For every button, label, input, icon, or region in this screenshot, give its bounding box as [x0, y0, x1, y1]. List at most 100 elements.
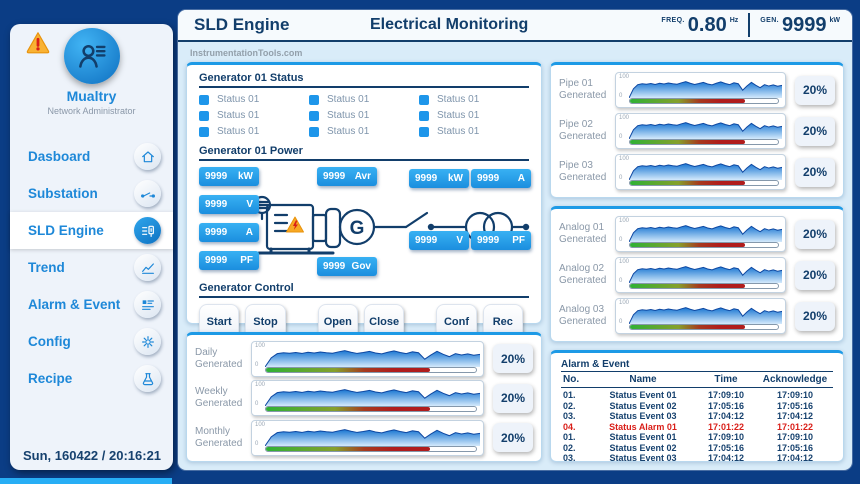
percent-badge: 20% — [795, 260, 835, 290]
trend-row: Monthly Generated 100 0 20% — [195, 419, 533, 456]
progress-bar — [265, 445, 477, 452]
alarm-name: Status Event 02 — [609, 400, 677, 411]
y-axis-max: 100 — [619, 74, 630, 80]
power-value-badge-pf: 9999 PF — [471, 231, 531, 250]
y-axis-min: 0 — [255, 361, 259, 368]
percent-badge: 20% — [795, 219, 835, 249]
progress-fill — [630, 140, 746, 144]
status-indicator: Status 01 — [309, 94, 419, 105]
badge-value: 9999 — [415, 235, 438, 246]
alarm-name: Status Event 02 — [609, 442, 677, 453]
power-value-badge-a: 9999 A — [471, 169, 531, 188]
alarm-name: Status Event 03 — [609, 453, 677, 463]
generated-trends-panel: Daily Generated 100 0 20% Weekly Generated 10… — [186, 332, 542, 462]
trend-chart: 100 0 — [251, 380, 484, 416]
status-checkbox-icon — [419, 94, 429, 105]
alarm-no: 02. — [563, 400, 576, 411]
percent-badge: 20% — [795, 157, 835, 187]
power-value-badge-kw: 9999 kW — [199, 167, 259, 186]
progress-fill — [630, 243, 746, 247]
trend-label: Analog 02 Generated — [559, 263, 607, 286]
warning-icon[interactable] — [23, 29, 53, 57]
alarm-column-header: Acknowledge — [762, 374, 828, 385]
alarm-time: 17:09:10 — [707, 432, 745, 442]
user-name: Mualtry — [66, 88, 117, 104]
sidebar-item-trend[interactable]: Trend — [10, 249, 173, 286]
sidebar-item-sld-engine[interactable]: SLD Engine — [10, 212, 173, 249]
alarm-column-header: Name — [629, 374, 657, 385]
sidebar-item-label: Substation — [28, 186, 98, 201]
badge-unit: kW — [238, 171, 253, 182]
trend-row: Pipe 03 Generated 100 0 20% — [559, 154, 835, 190]
sidebar-item-recipe[interactable]: Recipe — [10, 360, 173, 397]
status-label: Status 01 — [217, 126, 260, 137]
status-label: Status 01 — [437, 110, 480, 121]
y-axis-min: 0 — [255, 440, 259, 447]
y-axis-max: 100 — [619, 115, 630, 121]
status-indicator: Status 01 — [199, 126, 309, 137]
main-area: SLD Engine Electrical Monitoring FREQ. 0… — [178, 10, 852, 470]
generator-sld-diagram: G — [252, 195, 530, 255]
percent-badge: 20% — [795, 116, 835, 146]
percent-badge: 20% — [493, 344, 533, 373]
badge-value: 9999 — [477, 235, 500, 246]
analog-trends-panel: Analog 01 Generated 100 0 20% Analog 02 Gene… — [550, 206, 844, 342]
trend-chart: 100 0 — [615, 113, 786, 149]
sidebar-item-label: Trend — [28, 260, 65, 275]
badge-unit: Avr — [354, 171, 371, 182]
sidebar-item-label: Dasboard — [28, 149, 91, 164]
alarm-ack: 17:04:12 — [776, 411, 814, 421]
badge-unit: V — [246, 199, 253, 210]
alarm-list-icon — [134, 291, 161, 318]
watermark: InstrumentationTools.com — [190, 48, 303, 58]
badge-value: 9999 — [323, 261, 346, 272]
sidebar-item-label: SLD Engine — [28, 223, 104, 238]
status-checkbox-icon — [419, 126, 429, 137]
user-role: Network Administrator — [47, 106, 136, 116]
event-row: 02. Status Event 02 17:05:16 17:05:16 — [561, 401, 833, 412]
y-axis-min: 0 — [619, 175, 623, 181]
y-axis-max: 100 — [255, 421, 266, 428]
alarm-name: Status Alarm 01 — [609, 421, 677, 432]
sidebar-item-alarm-event[interactable]: Alarm & Event — [10, 286, 173, 323]
badge-unit: PF — [512, 235, 525, 246]
trend-row: Analog 02 Generated 100 0 20% — [559, 257, 835, 293]
sidebar-item-substation[interactable]: Substation — [10, 175, 173, 212]
trend-icon — [134, 254, 161, 281]
generator-status-grid: Status 01 Status 01 Status 01 Status 01 Stat… — [199, 94, 529, 137]
diagram-warning-icon — [286, 216, 304, 233]
sld-icon — [134, 217, 161, 244]
percent-badge: 20% — [493, 423, 533, 452]
alarm-column-header: No. — [563, 374, 580, 385]
progress-fill — [266, 407, 430, 411]
alarm-no: 03. — [563, 411, 576, 421]
progress-bar — [629, 283, 779, 289]
y-axis-min: 0 — [619, 237, 623, 243]
progress-fill — [630, 325, 746, 329]
power-value-badge-gov: 9999 Gov — [317, 257, 377, 276]
trend-chart: 100 0 — [615, 72, 786, 108]
pipe-trends-panel: Pipe 01 Generated 100 0 20% Pipe 02 Generate… — [550, 62, 844, 198]
avatar[interactable] — [63, 28, 120, 84]
progress-bar — [629, 98, 779, 104]
y-axis-min: 0 — [255, 401, 259, 407]
gen-label: GEN. — [760, 17, 779, 24]
alarm-table-header: No. Name Time Acknowledge — [561, 372, 833, 388]
status-label: Status 01 — [327, 110, 370, 121]
sidebar-item-dashboard[interactable]: Dasboard — [10, 138, 173, 175]
badge-value: 9999 — [323, 171, 346, 182]
alarm-ack: 17:04:12 — [776, 453, 814, 463]
progress-bar — [265, 366, 477, 373]
power-value-badge-a: 9999 A — [199, 223, 259, 242]
y-axis-max: 100 — [619, 259, 630, 265]
sidebar-item-config[interactable]: Config — [10, 323, 173, 360]
freq-meter: FREQ. 0.80 Hz — [661, 13, 738, 37]
gen-value: 9999 — [782, 14, 827, 36]
badge-unit: A — [517, 173, 525, 184]
status-checkbox-icon — [309, 126, 319, 137]
trend-chart: 100 0 — [615, 154, 786, 190]
home-icon — [134, 143, 161, 170]
trend-label: Pipe 03 Generated — [559, 160, 607, 183]
badge-value: 9999 — [477, 173, 500, 184]
progress-bar — [629, 242, 779, 248]
